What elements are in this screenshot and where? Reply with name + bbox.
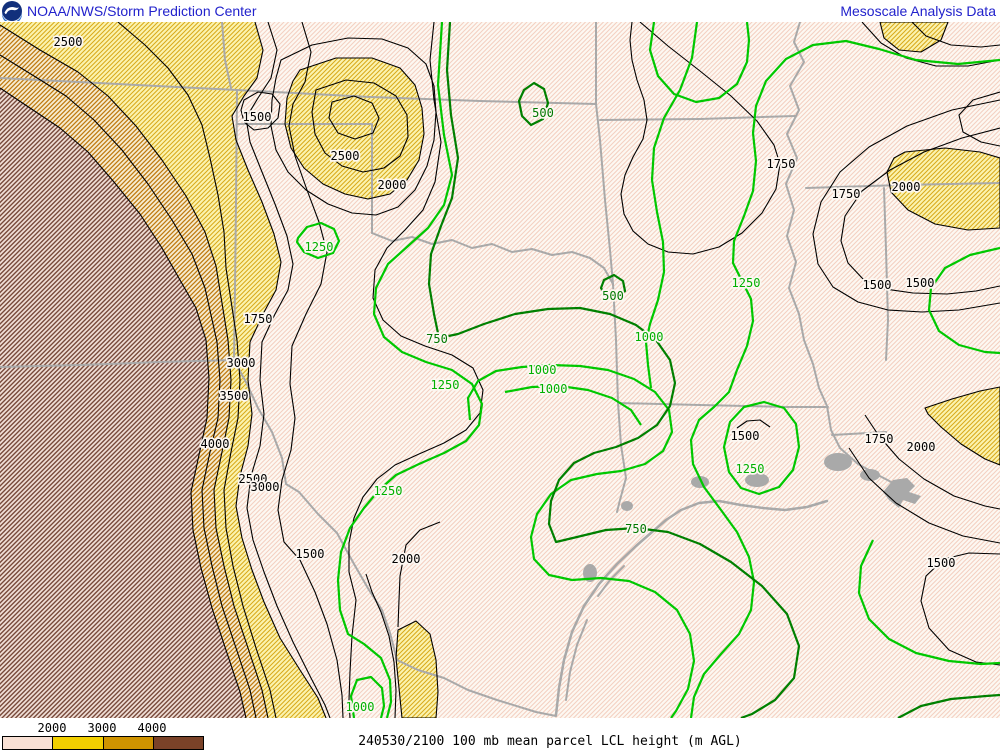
contour-label: 2000 bbox=[892, 180, 921, 194]
contour-label: 1000 bbox=[346, 700, 375, 714]
black-contours bbox=[0, 22, 1000, 718]
contour-label-layer: 2500 1500 2500 2000 500 1750 1750 2000 1250 500 12… bbox=[52, 33, 957, 716]
contour-label: 3000 bbox=[227, 356, 256, 370]
contour-label: 1750 bbox=[244, 312, 273, 326]
contour-label: 3500 bbox=[220, 389, 249, 403]
contour-label: 1250 bbox=[431, 378, 460, 392]
contour-label: 1500 bbox=[296, 547, 325, 561]
contour-label: 500 bbox=[602, 289, 624, 303]
contour-label: 1000 bbox=[539, 382, 568, 396]
colorbar-tick: 2000 bbox=[37, 721, 67, 735]
contour-label: 1250 bbox=[732, 276, 761, 290]
contour-label: 1250 bbox=[736, 462, 765, 476]
contour-label: 1250 bbox=[374, 484, 403, 498]
map-caption: 240530/2100 100 mb mean parcel LCL heigh… bbox=[358, 734, 742, 749]
contour-label: 1750 bbox=[865, 432, 894, 446]
contour-label: 2500 bbox=[331, 149, 360, 163]
mesoanalysis-link[interactable]: Mesoscale Analysis Data bbox=[840, 3, 996, 19]
colorbar-segment bbox=[153, 737, 203, 749]
colorbar-segment bbox=[53, 737, 104, 749]
contour-label: 1750 bbox=[832, 187, 861, 201]
contour-label: 500 bbox=[532, 106, 554, 120]
contour-label: 2000 bbox=[907, 440, 936, 454]
contour-label: 1250 bbox=[305, 240, 334, 254]
colorbar-tick: 3000 bbox=[87, 721, 117, 735]
green-contours bbox=[295, 22, 1000, 718]
contour-label: 1500 bbox=[731, 429, 760, 443]
contour-label: 1000 bbox=[635, 330, 664, 344]
colorbar-legend bbox=[2, 736, 204, 750]
contour-label: 1500 bbox=[243, 110, 272, 124]
spc-home-link[interactable]: NOAA/NWS/Storm Prediction Center bbox=[27, 3, 257, 19]
noaa-logo-icon bbox=[2, 1, 22, 21]
contour-label: 2500 bbox=[54, 35, 83, 49]
contour-label: 750 bbox=[625, 522, 647, 536]
contour-label: 2000 bbox=[392, 552, 421, 566]
contour-label: 1000 bbox=[528, 363, 557, 377]
contour-label: 750 bbox=[426, 332, 448, 346]
contour-label: 1500 bbox=[927, 556, 956, 570]
colorbar-segment bbox=[3, 737, 54, 749]
header-bar: NOAA/NWS/Storm Prediction Center Mesosca… bbox=[0, 0, 1000, 22]
contour-label: 3000 bbox=[251, 480, 280, 494]
contour-label: 2500 bbox=[239, 472, 268, 486]
fill-regions bbox=[0, 22, 1000, 718]
colorbar-tick: 4000 bbox=[137, 721, 167, 735]
contour-label: 2000 bbox=[378, 178, 407, 192]
lcl-height-map: 2500 1500 2500 2000 500 1750 1750 2000 1250 500 12… bbox=[0, 22, 1000, 718]
contour-label: 4000 bbox=[201, 437, 230, 451]
footer-bar: 2000 3000 4000 240530/2100 100 mb mean par… bbox=[0, 718, 1000, 750]
contour-label: 1500 bbox=[906, 276, 935, 290]
colorbar-segment bbox=[103, 737, 154, 749]
contour-label: 1750 bbox=[767, 157, 796, 171]
contour-label: 1500 bbox=[863, 278, 892, 292]
dark-green-contours bbox=[427, 22, 1000, 718]
